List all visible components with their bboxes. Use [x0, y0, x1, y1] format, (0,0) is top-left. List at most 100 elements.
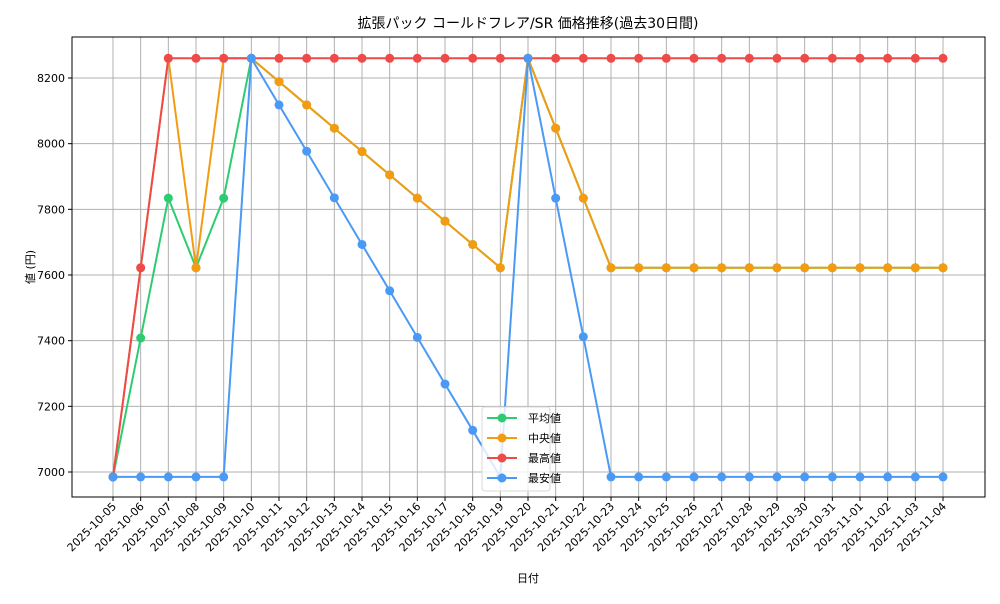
data-point-marker[interactable]	[827, 53, 837, 63]
legend-marker-icon	[497, 453, 507, 463]
data-point-marker[interactable]	[412, 332, 422, 342]
y-tick-label: 7600	[37, 269, 65, 282]
data-point-marker[interactable]	[800, 53, 810, 63]
data-point-marker[interactable]	[800, 263, 810, 273]
data-point-marker[interactable]	[440, 379, 450, 389]
data-point-marker[interactable]	[302, 146, 312, 156]
data-point-marker[interactable]	[938, 53, 948, 63]
data-point-marker[interactable]	[357, 53, 367, 63]
data-point-marker[interactable]	[385, 286, 395, 296]
data-point-marker[interactable]	[938, 263, 948, 273]
y-axis: 7000 7200 7400 7600 7800 8000 8200	[37, 72, 72, 479]
data-point-marker[interactable]	[855, 53, 865, 63]
data-point-marker[interactable]	[136, 472, 146, 482]
data-point-marker[interactable]	[717, 472, 727, 482]
data-point-marker[interactable]	[385, 53, 395, 63]
data-point-marker[interactable]	[606, 263, 616, 273]
data-point-marker[interactable]	[551, 123, 561, 133]
data-point-marker[interactable]	[551, 193, 561, 203]
data-point-marker[interactable]	[163, 53, 173, 63]
chart-title: 拡張パック コールドフレア/SR 価格推移(過去30日間)	[358, 16, 699, 32]
data-point-marker[interactable]	[412, 193, 422, 203]
data-point-marker[interactable]	[163, 472, 173, 482]
data-point-marker[interactable]	[578, 53, 588, 63]
data-point-marker[interactable]	[634, 472, 644, 482]
data-point-marker[interactable]	[938, 472, 948, 482]
data-point-marker[interactable]	[883, 53, 893, 63]
data-point-marker[interactable]	[385, 170, 395, 180]
data-point-marker[interactable]	[468, 239, 478, 249]
y-axis-label: 値 (円)	[24, 250, 37, 284]
data-point-marker[interactable]	[772, 263, 782, 273]
data-point-marker[interactable]	[412, 53, 422, 63]
data-point-marker[interactable]	[717, 263, 727, 273]
data-point-marker[interactable]	[440, 53, 450, 63]
y-tick-label: 7000	[37, 466, 65, 479]
data-point-marker[interactable]	[634, 263, 644, 273]
legend-marker-icon	[497, 433, 507, 443]
data-point-marker[interactable]	[827, 472, 837, 482]
data-point-marker[interactable]	[274, 77, 284, 87]
data-point-marker[interactable]	[661, 263, 671, 273]
data-point-marker[interactable]	[606, 53, 616, 63]
data-point-marker[interactable]	[800, 472, 810, 482]
data-point-marker[interactable]	[329, 53, 339, 63]
data-point-marker[interactable]	[495, 263, 505, 273]
data-point-marker[interactable]	[246, 53, 256, 63]
data-point-marker[interactable]	[302, 53, 312, 63]
data-point-marker[interactable]	[329, 193, 339, 203]
data-point-marker[interactable]	[302, 100, 312, 110]
data-point-marker[interactable]	[661, 472, 671, 482]
data-point-marker[interactable]	[910, 472, 920, 482]
data-point-marker[interactable]	[191, 53, 201, 63]
data-point-marker[interactable]	[855, 263, 865, 273]
data-point-marker[interactable]	[744, 472, 754, 482]
data-point-marker[interactable]	[551, 53, 561, 63]
data-point-marker[interactable]	[219, 472, 229, 482]
data-point-marker[interactable]	[191, 263, 201, 273]
data-point-marker[interactable]	[772, 472, 782, 482]
data-point-marker[interactable]	[827, 263, 837, 273]
legend-item[interactable]: 最安値	[487, 471, 561, 485]
data-point-marker[interactable]	[274, 53, 284, 63]
data-point-marker[interactable]	[219, 53, 229, 63]
data-point-marker[interactable]	[191, 472, 201, 482]
data-point-marker[interactable]	[274, 100, 284, 110]
data-point-marker[interactable]	[661, 53, 671, 63]
data-point-marker[interactable]	[883, 263, 893, 273]
data-point-marker[interactable]	[910, 53, 920, 63]
legend-marker-icon	[497, 473, 507, 483]
data-point-marker[interactable]	[108, 472, 118, 482]
data-point-marker[interactable]	[883, 472, 893, 482]
data-point-marker[interactable]	[468, 425, 478, 435]
data-point-marker[interactable]	[523, 53, 533, 63]
data-point-marker[interactable]	[606, 472, 616, 482]
data-point-marker[interactable]	[136, 263, 146, 273]
data-point-marker[interactable]	[219, 193, 229, 203]
data-point-marker[interactable]	[689, 472, 699, 482]
data-point-marker[interactable]	[163, 193, 173, 203]
data-point-marker[interactable]	[357, 147, 367, 157]
data-point-marker[interactable]	[717, 53, 727, 63]
data-point-marker[interactable]	[578, 193, 588, 203]
data-point-marker[interactable]	[578, 332, 588, 342]
data-point-marker[interactable]	[744, 263, 754, 273]
data-point-marker[interactable]	[689, 53, 699, 63]
data-point-marker[interactable]	[357, 239, 367, 249]
y-tick-label: 7800	[37, 203, 65, 216]
data-point-marker[interactable]	[136, 333, 146, 343]
data-point-marker[interactable]	[329, 123, 339, 133]
legend-item[interactable]: 中央値	[487, 432, 561, 445]
legend-item[interactable]: 平均値	[487, 412, 561, 425]
data-point-marker[interactable]	[744, 53, 754, 63]
data-point-marker[interactable]	[634, 53, 644, 63]
legend-item[interactable]: 最高値	[487, 451, 561, 465]
data-point-marker[interactable]	[689, 263, 699, 273]
data-point-marker[interactable]	[495, 53, 505, 63]
y-tick-label: 8000	[37, 138, 65, 151]
data-point-marker[interactable]	[440, 216, 450, 226]
data-point-marker[interactable]	[468, 53, 478, 63]
data-point-marker[interactable]	[772, 53, 782, 63]
data-point-marker[interactable]	[855, 472, 865, 482]
data-point-marker[interactable]	[910, 263, 920, 273]
